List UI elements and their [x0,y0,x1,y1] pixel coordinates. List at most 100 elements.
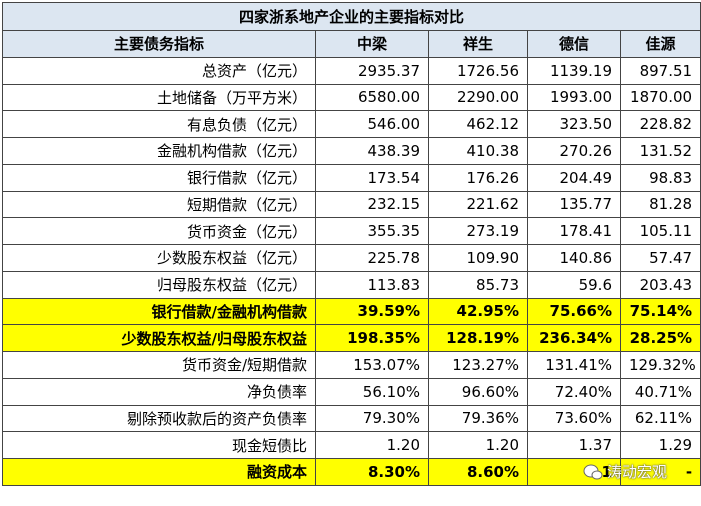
cell-value: 198.35% [315,324,429,352]
cell-value: 323.50 [527,110,621,138]
watermark-icon [583,464,603,479]
cell-value: 270.26 [527,137,621,165]
cell-value: 1.29 [619,431,701,459]
cell-value: 1139.19 [527,56,621,85]
cell-value: 1870.00 [619,83,701,112]
table-row: 总资产（亿元） 2935.37 1726.56 1139.19 897.51 [2,56,701,85]
cell-value: 73.60% [527,404,621,433]
cell-value: 546.00 [315,110,429,138]
watermark-text: 涛动宏观 [607,463,668,481]
cell-value: 232.15 [315,190,429,219]
cell-value: 129.32% [619,351,701,379]
table-row: 归母股东权益（亿元） 113.83 85.73 59.6 203.43 [2,270,701,299]
table-row: 土地储备（万平方米） 6580.00 2290.00 1993.00 1870.00 [2,83,701,112]
cell-value: 39.59% [315,297,429,326]
cell-value: 897.51 [619,56,701,85]
cell-value: 203.43 [619,270,701,299]
table-row: 银行借款/金融机构借款 39.59% 42.95% 75.66% 75.14% [2,297,701,326]
cell-value: 8.1 [527,458,621,486]
cell-value: 273.19 [428,217,528,245]
cell-value: 2290.00 [428,83,528,112]
row-label: 土地储备（万平方米） [2,83,316,112]
header-cell: 佳源 [619,30,701,58]
row-label: 货币资金/短期借款 [2,351,316,379]
table-title: 四家浙系地产企业的主要指标对比 [1,2,701,31]
row-label: 银行借款（亿元） [2,163,316,192]
cell-value: 75.66% [527,297,621,326]
cell-value: 225.78 [315,244,429,272]
table-row: 少数股东权益/归母股东权益 198.35% 128.19% 236.34% 28.25% [2,324,701,352]
row-label: 金融机构借款（亿元） [2,137,316,165]
cell-value: 355.35 [315,217,429,245]
cell-value: 8.30% [315,458,429,486]
cell-value: 131.52 [619,137,701,165]
cell-value: 221.62 [428,190,528,219]
table-body: 四家浙系地产企业的主要指标对比 主要债务指标 中梁 祥生 德信 佳源 总资产（亿元） 293… [1,2,701,486]
cell-value: 59.6 [527,270,621,299]
cell-value: 173.54 [315,163,429,192]
cell-value: 79.36% [428,404,528,433]
cell-value: 6580.00 [315,83,429,112]
cell-value: 85.73 [428,270,528,299]
cell-value: 28.25% [619,324,701,352]
row-label: 少数股东权益/归母股东权益 [2,324,316,352]
cell-value: 462.12 [428,110,528,138]
row-label: 融资成本 [2,458,316,486]
table-row: 现金短债比 1.20 1.20 1.37 1.29 [2,431,701,459]
header-cell: 主要债务指标 [2,30,316,58]
header-row: 主要债务指标 中梁 祥生 德信 佳源 [2,30,701,58]
cell-value: 1.20 [315,431,429,459]
cell-value: 123.27% [428,351,528,379]
row-label: 现金短债比 [2,431,316,459]
cell-value: 135.77 [527,190,621,219]
cell-value: 72.40% [527,377,621,406]
table-row: 短期借款（亿元） 232.15 221.62 135.77 81.28 [2,190,701,219]
cell-value: 57.47 [619,244,701,272]
cell-value: 236.34% [527,324,621,352]
cell-value: 1993.00 [527,83,621,112]
header-cell: 德信 [527,30,621,58]
cell-value: 79.30% [315,404,429,433]
cell-value: - [619,458,701,486]
table-row: 货币资金/短期借款 153.07% 123.27% 131.41% 129.32% [2,351,701,379]
title-row: 四家浙系地产企业的主要指标对比 [1,2,701,31]
row-label: 归母股东权益（亿元） [2,270,316,299]
cell-value: 109.90 [428,244,528,272]
cell-value: 56.10% [315,377,429,406]
row-label: 剔除预收款后的资产负债率 [2,404,316,433]
row-label: 净负债率 [2,377,316,406]
cell-value: 62.11% [619,404,701,433]
row-label: 银行借款/金融机构借款 [2,297,316,326]
cell-value: 153.07% [315,351,429,379]
cell-value: 1.20 [428,431,528,459]
table-row: 少数股东权益（亿元） 225.78 109.90 140.86 57.47 [2,244,701,272]
cell-value: 8.60% [428,458,528,486]
table-row: 剔除预收款后的资产负债率 79.30% 79.36% 73.60% 62.11% [2,404,701,433]
cell-value: 1726.56 [428,56,528,85]
cell-value: 42.95% [428,297,528,326]
row-label: 短期借款（亿元） [2,190,316,219]
row-label: 总资产（亿元） [2,56,316,85]
watermark: 涛动宏观 [583,461,667,482]
cell-value: 75.14% [619,297,701,326]
cell-value: 2935.37 [315,56,429,85]
cell-value: 113.83 [315,270,429,299]
row-label: 有息负债（亿元） [2,110,316,138]
cell-value: 228.82 [619,110,701,138]
cell-value: 410.38 [428,137,528,165]
header-cell: 中梁 [315,30,429,58]
table-row: 金融机构借款（亿元） 438.39 410.38 270.26 131.52 [2,137,701,165]
cell-value: 128.19% [428,324,528,352]
table-row: 有息负债（亿元） 546.00 462.12 323.50 228.82 [2,110,701,138]
header-cell: 祥生 [428,30,528,58]
cell-value: 131.41% [527,351,621,379]
cell-value: 1.37 [527,431,621,459]
cell-value: 105.11 [619,217,701,245]
table-row: 银行借款（亿元） 173.54 176.26 204.49 98.83 [2,163,701,192]
row-label: 货币资金（亿元） [2,217,316,245]
cell-value: 96.60% [428,377,528,406]
table-row: 货币资金（亿元） 355.35 273.19 178.41 105.11 [2,217,701,245]
cell-value: 176.26 [428,163,528,192]
